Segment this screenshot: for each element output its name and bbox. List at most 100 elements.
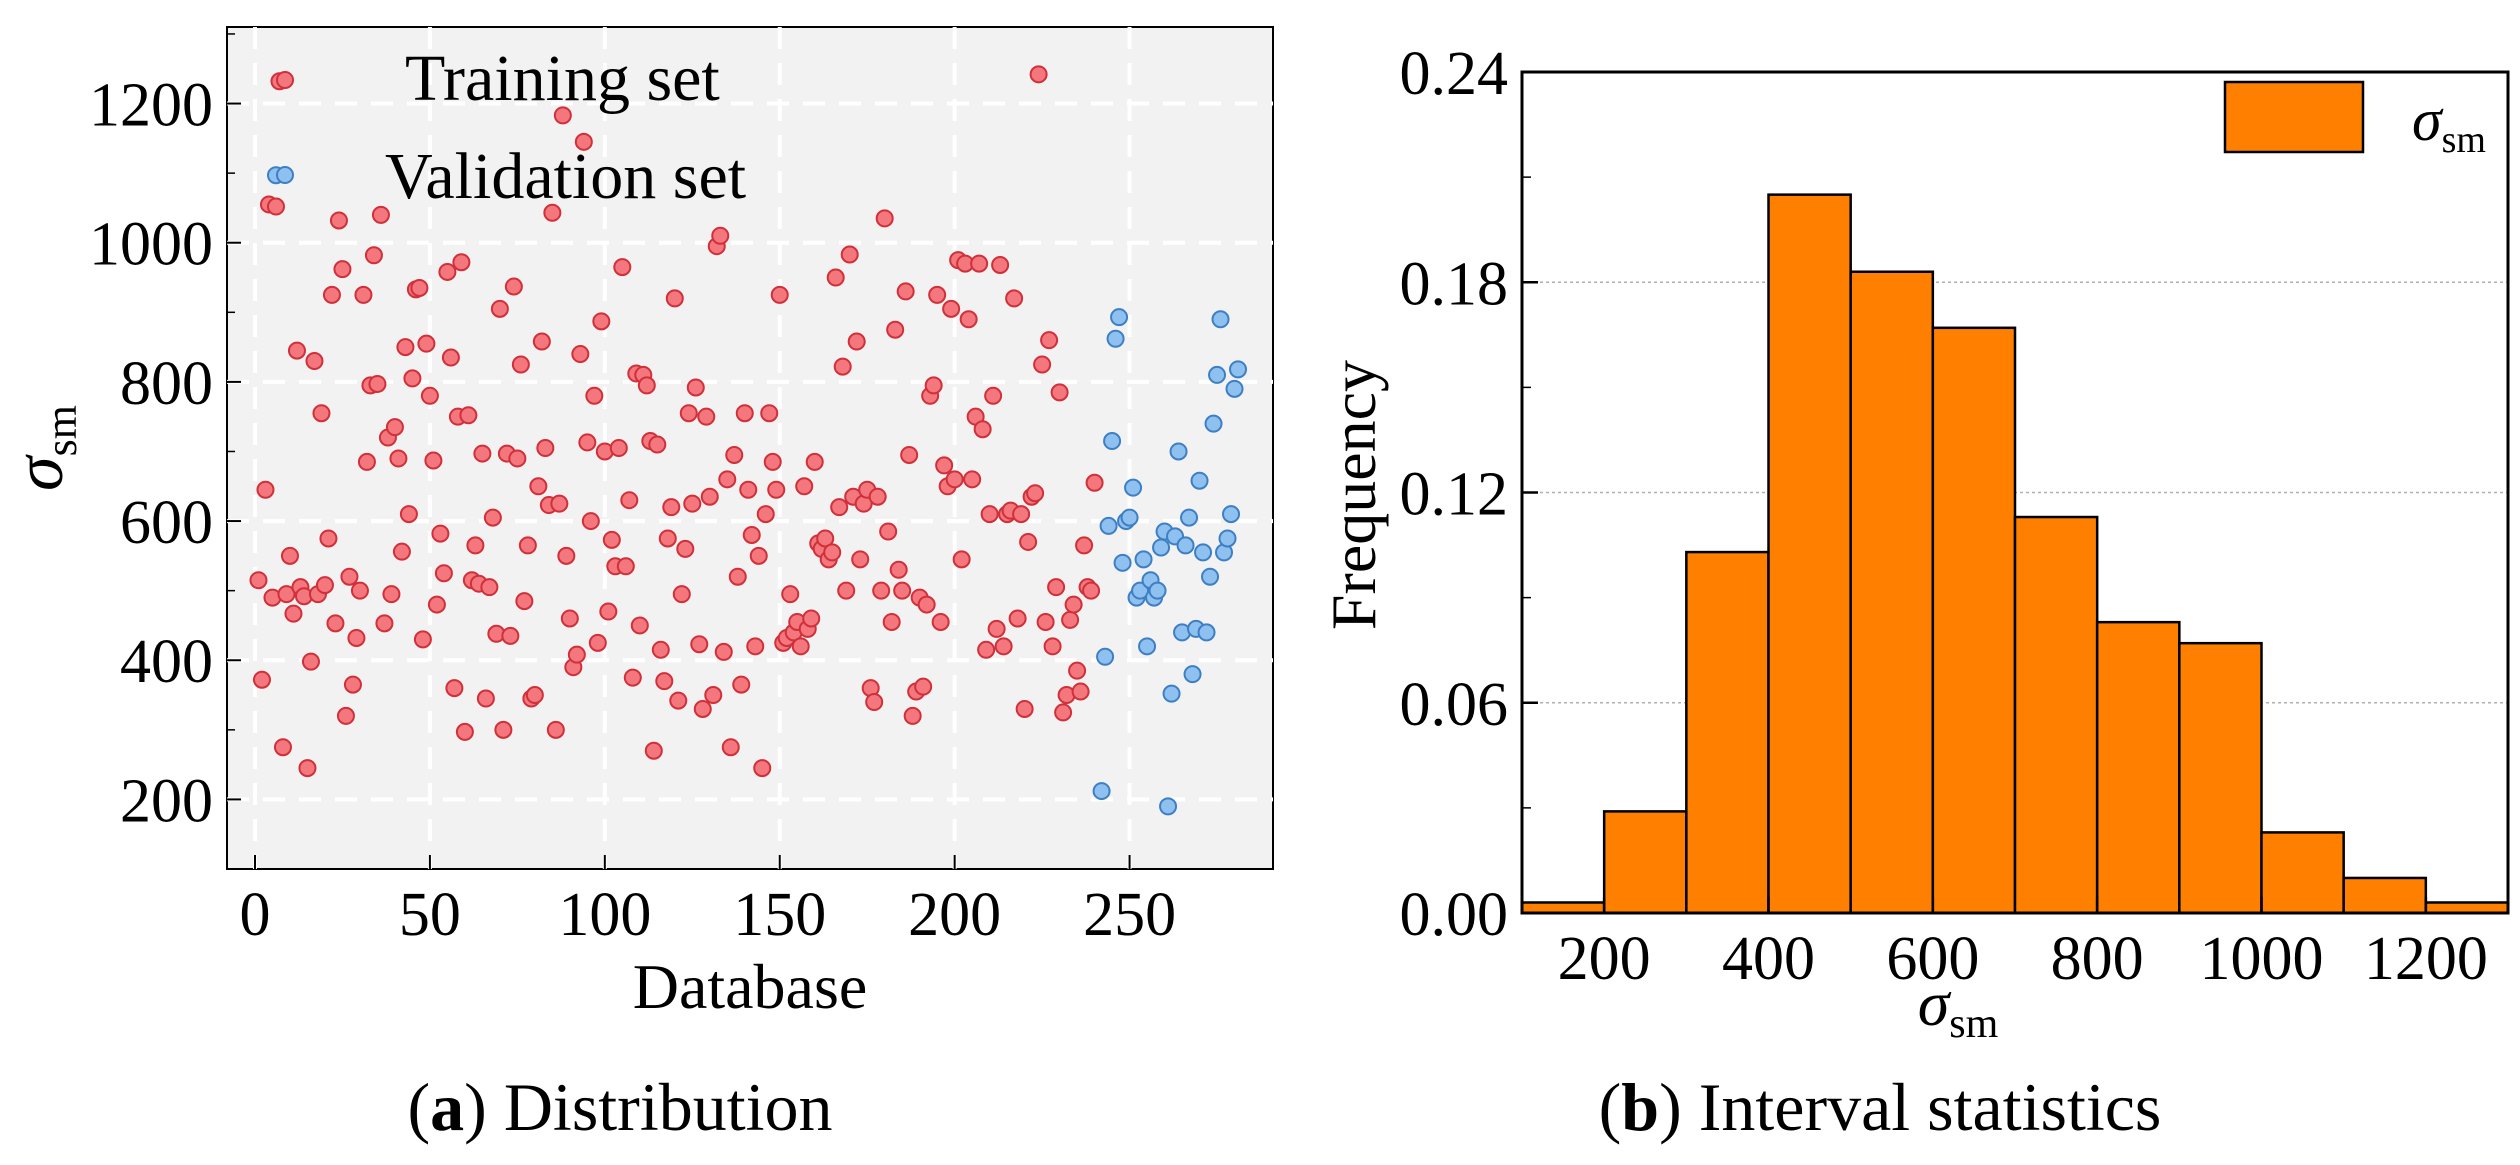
training-point [518, 536, 537, 555]
validation-point [1120, 508, 1139, 527]
histogram-y-tick-label: 0.18 [1400, 250, 1509, 318]
training-point [767, 480, 786, 499]
training-point [312, 404, 331, 423]
validation-point [1134, 550, 1153, 569]
scatter-x-axis-label: Database [633, 951, 868, 1022]
training-point [739, 480, 758, 499]
training-point [280, 546, 299, 565]
histogram-bar [2342, 876, 2428, 915]
training-point [389, 449, 408, 468]
training-point [987, 619, 1006, 638]
training-point [693, 699, 712, 718]
legend-label-training: Training set [405, 42, 720, 115]
training-point [977, 640, 996, 659]
training-point [840, 245, 859, 264]
training-point [837, 581, 856, 600]
training-point [1026, 484, 1045, 503]
training-point [581, 512, 600, 531]
validation-point [1176, 536, 1195, 555]
training-point [385, 418, 404, 437]
scatter-x-axis: 0 50 100 150 200 250 [239, 855, 1176, 949]
training-point [882, 612, 901, 631]
training-point [277, 585, 296, 604]
training-point [459, 406, 478, 425]
training-point [711, 226, 730, 245]
training-point [396, 338, 415, 357]
training-point [602, 530, 621, 549]
scatter-y-tick-label: 400 [120, 628, 213, 696]
training-point [1029, 65, 1048, 84]
training-point [658, 529, 677, 548]
histogram-legend: σsm [2223, 80, 2486, 161]
training-point [753, 759, 772, 778]
training-point [896, 282, 915, 301]
training-point [511, 355, 530, 374]
training-point [1075, 536, 1094, 555]
training-point [802, 609, 821, 628]
scatter-x-tick-label: 50 [399, 881, 461, 949]
validation-point [1211, 310, 1230, 329]
histogram-bar [1520, 901, 1606, 915]
validation-point [1183, 665, 1202, 684]
training-point [567, 645, 586, 664]
validation-point [1190, 471, 1209, 490]
validation-point [1222, 505, 1241, 524]
training-point [560, 609, 579, 628]
scatter-x-tick-label: 150 [733, 881, 826, 949]
training-point [746, 637, 765, 656]
training-point [763, 452, 782, 471]
training-point [599, 602, 618, 621]
training-point [441, 348, 460, 367]
training-point [1036, 612, 1055, 631]
scatter-y-tick-label: 800 [120, 350, 213, 418]
training-point [931, 612, 950, 631]
validation-point [1180, 508, 1199, 527]
training-point [287, 341, 306, 360]
validation-point [1169, 442, 1188, 461]
histogram-bar [1767, 193, 1852, 915]
training-point [420, 386, 439, 405]
training-point [305, 352, 324, 371]
histogram-bar [2424, 901, 2510, 915]
training-point [525, 686, 544, 705]
scatter-points [249, 65, 1248, 816]
validation-point [1229, 360, 1248, 379]
training-point [434, 564, 453, 583]
training-point [315, 576, 334, 595]
training-point [1068, 661, 1087, 680]
training-point [413, 630, 432, 649]
histogram-y-tick-label: 0.12 [1400, 461, 1509, 529]
training-point [592, 312, 611, 331]
validation-point [1204, 414, 1223, 433]
training-point [452, 253, 471, 272]
training-point [329, 211, 348, 230]
histogram-bars [1520, 193, 2510, 915]
panel-a-scatter: 0 50 100 150 200 250 200 400 600 800 1000 1200 Tra… [1, 26, 1274, 1145]
training-point [571, 345, 590, 364]
histogram-bar [1602, 810, 1688, 915]
training-point [431, 524, 450, 543]
histogram-bar [1931, 326, 2017, 915]
training-point [553, 106, 572, 125]
scatter-plot-area [226, 26, 1274, 870]
training-point [735, 404, 754, 423]
training-point [686, 378, 705, 397]
legend-marker-validation [276, 166, 294, 184]
histogram-bar [2178, 641, 2263, 915]
training-point [781, 585, 800, 604]
training-point [515, 592, 534, 611]
training-point [319, 529, 338, 548]
training-point [700, 487, 719, 506]
validation-point [1092, 782, 1111, 801]
training-point [714, 642, 733, 661]
training-point [399, 505, 418, 524]
training-point [375, 614, 394, 633]
training-point [266, 197, 285, 216]
training-point [655, 672, 674, 691]
training-point [917, 595, 936, 614]
training-point [585, 386, 604, 405]
training-point [364, 246, 383, 265]
training-point [578, 433, 597, 452]
training-point [1015, 699, 1034, 718]
